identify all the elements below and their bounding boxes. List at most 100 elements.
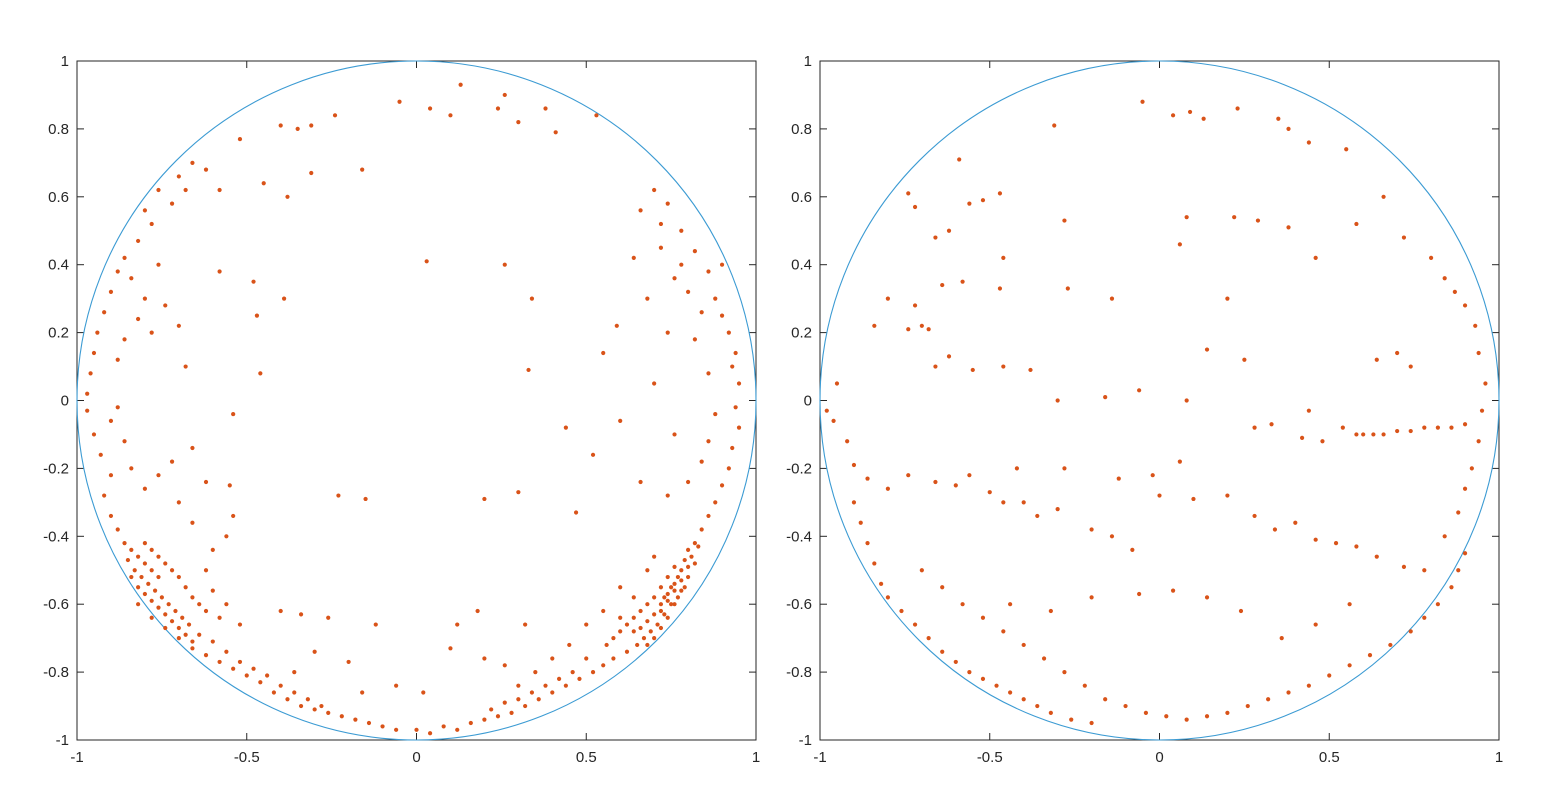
right-unit-circle: [819, 60, 1500, 741]
right-y-tick-label: 0.8: [791, 121, 812, 138]
left-data-point: [475, 608, 480, 614]
left-data-point: [611, 656, 616, 661]
right-data-point: [967, 670, 972, 675]
left-data-point: [672, 581, 677, 586]
left-data-point: [570, 670, 575, 675]
left-data-point: [190, 445, 195, 451]
right-data-point: [1422, 615, 1427, 620]
right-data-point: [1306, 683, 1311, 688]
left-data-point: [509, 710, 514, 715]
left-data-point: [129, 466, 134, 471]
left-data-point: [85, 408, 90, 413]
right-x-tick-label: 0: [1155, 749, 1163, 766]
left-data-point: [601, 350, 606, 356]
right-data-point: [1008, 602, 1013, 607]
left-data-point: [696, 544, 701, 549]
left-data-point: [156, 574, 161, 580]
left-data-point: [373, 622, 378, 627]
left-data-point: [210, 547, 215, 552]
left-data-point: [163, 303, 168, 308]
left-data-point: [115, 527, 120, 532]
right-data-point: [1422, 425, 1427, 430]
right-data-point: [1089, 595, 1094, 600]
right-data-point: [940, 282, 945, 288]
left-data-point: [183, 364, 188, 369]
left-data-point: [278, 683, 283, 688]
right-data-point: [1476, 350, 1481, 356]
left-data-point: [655, 622, 660, 627]
right-data-point: [1177, 459, 1182, 464]
right-data-point: [1008, 690, 1013, 695]
left-data-point: [658, 625, 664, 631]
right-x-tick-label: -0.5: [977, 749, 1003, 766]
right-data-point: [1347, 602, 1352, 607]
left-data-point: [366, 720, 372, 726]
left-data-point: [686, 479, 691, 485]
left-x-tick-label: 1: [752, 749, 760, 766]
left-data-point: [526, 367, 531, 373]
left-data-point: [686, 564, 691, 569]
left-data-point: [533, 670, 538, 675]
left-data-point: [611, 636, 616, 641]
right-data-point: [1201, 116, 1206, 121]
left-data-point: [523, 622, 528, 627]
left-data-point: [713, 500, 718, 505]
left-data-point: [618, 629, 623, 634]
right-data-point: [1021, 642, 1026, 648]
left-data-point: [672, 276, 677, 281]
right-data-point: [1052, 123, 1057, 128]
left-data-point: [658, 221, 664, 227]
right-data-point: [831, 418, 836, 423]
left-data-point: [665, 493, 670, 498]
left-data-point: [142, 540, 147, 546]
left-data-point: [468, 720, 473, 726]
left-data-point: [692, 249, 697, 254]
right-data-point: [899, 608, 904, 614]
right-data-point: [1435, 425, 1440, 430]
right-data-point: [1225, 296, 1230, 301]
left-x-tick-label: 0: [412, 749, 420, 766]
right-data-point: [970, 367, 975, 373]
left-y-tick-label: 1: [61, 53, 69, 70]
left-data-point: [129, 574, 134, 580]
right-data-point: [885, 486, 891, 491]
left-data-point: [424, 259, 429, 264]
left-data-point: [176, 323, 181, 328]
right-data-point: [919, 568, 924, 573]
left-data-point: [652, 636, 657, 641]
left-data-point: [543, 683, 548, 688]
left-data-point: [136, 585, 141, 590]
right-data-point: [1371, 432, 1376, 437]
left-data-point: [679, 588, 684, 593]
left-data-point: [98, 452, 103, 457]
left-data-point: [278, 123, 283, 128]
right-y-tick-label: 0.6: [791, 189, 812, 206]
right-data-point: [1340, 425, 1345, 430]
right-data-point: [1476, 439, 1481, 444]
left-data-point: [88, 371, 93, 376]
left-data-point: [665, 591, 670, 597]
left-data-point: [231, 411, 236, 417]
left-data-point: [638, 608, 643, 614]
right-data-point: [1035, 513, 1040, 519]
right-data-point: [980, 198, 986, 203]
left-data-point: [638, 208, 643, 213]
right-data-point: [953, 483, 958, 488]
left-data-point: [394, 727, 399, 732]
left-data-point: [679, 568, 684, 573]
left-data-point: [156, 605, 161, 610]
left-data-point: [176, 625, 181, 631]
left-data-point: [285, 697, 290, 702]
right-data-point: [933, 235, 938, 240]
left-data-point: [682, 585, 687, 590]
right-data-point: [960, 279, 965, 284]
left-data-point: [91, 432, 97, 437]
right-data-point: [1269, 422, 1274, 427]
right-data-point: [1456, 510, 1461, 515]
left-data-point: [108, 473, 114, 478]
left-data-point: [733, 350, 738, 356]
right-data-point: [1116, 476, 1121, 481]
right-data-point: [1184, 215, 1189, 220]
left-data-point: [271, 690, 277, 695]
right-data-point: [1320, 439, 1325, 444]
